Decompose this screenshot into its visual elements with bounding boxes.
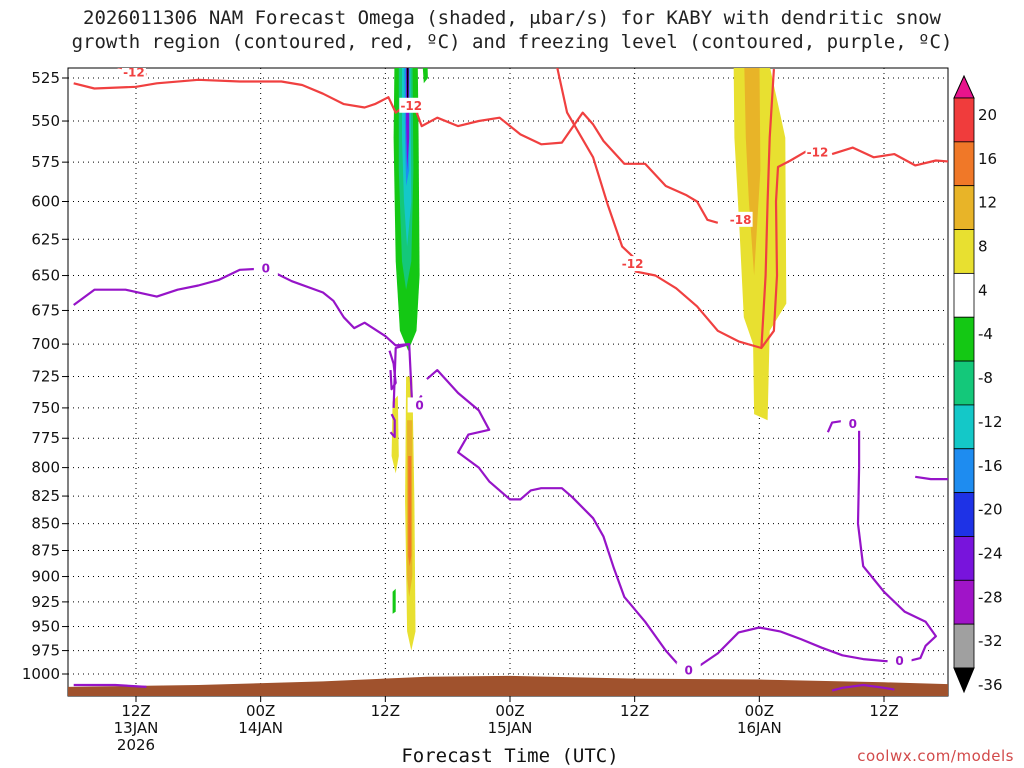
y-tick-label: 575 (31, 153, 60, 171)
contour-dgz-12 (73, 78, 719, 224)
x-tick-label: 12Z (620, 702, 649, 720)
colorbar-label: -36 (978, 676, 1003, 694)
plot-area (67, 67, 949, 697)
colorbar-label: 8 (978, 238, 988, 256)
title-line1: 2026011306 NAM Forecast Omega (shaded, μ… (83, 7, 941, 29)
x-tick-label: 12Z (869, 702, 898, 720)
y-tick-label: 525 (31, 69, 60, 87)
omega-region (392, 588, 396, 614)
colorbar-label: -4 (978, 325, 993, 343)
colorbar-label: 12 (978, 194, 997, 212)
colorbar-swatch (953, 141, 975, 187)
x-tick-label: 12Z (121, 702, 150, 720)
x-tick-label: 15JAN (488, 719, 533, 737)
contour-freezing-0 (388, 350, 397, 391)
x-tick-label: 12Z (371, 702, 400, 720)
colorbar-label: -16 (978, 457, 1003, 475)
omega-region (408, 456, 412, 567)
x-tick-label: 16JAN (737, 719, 782, 737)
omega-region (422, 68, 428, 84)
colorbar-swatch (953, 97, 975, 143)
y-tick-label: 950 (31, 618, 60, 636)
colorbar-swatch (953, 316, 975, 362)
contour-label: -12 (807, 145, 829, 159)
terrain-surface (68, 675, 948, 696)
colorbar-min-arrow (953, 667, 975, 694)
contour-freezing-0 (915, 475, 948, 481)
colorbar-swatch (953, 536, 975, 581)
colorbar-swatch (953, 272, 975, 318)
contour-dgz-12 (831, 146, 948, 167)
colorbar-swatch (953, 360, 975, 406)
x-tick-label: 00Z (246, 702, 275, 720)
y-tick-label: 875 (31, 541, 60, 559)
title-line2: growth region (contoured, red, ºC) and f… (71, 31, 953, 53)
colorbar-label: 4 (978, 281, 988, 299)
y-tick-label: 675 (31, 301, 60, 319)
contour-label: -12 (622, 257, 644, 271)
y-tick-label: 1000 (22, 665, 60, 683)
contour-dgz-18 (760, 69, 775, 349)
colorbar-label: -8 (978, 369, 993, 387)
plot-layer: -12 -12 -12 -12 -18 0 0 0 0 0 (68, 66, 948, 696)
x-tick-label: 14JAN (238, 719, 283, 737)
y-tick-label: 650 (31, 267, 60, 285)
omega-region (406, 68, 410, 171)
x-axis-title: Forecast Time (UTC) (401, 745, 619, 767)
y-tick-label: 925 (31, 593, 60, 611)
contour-label: 0 (895, 654, 903, 668)
colorbar-label: -20 (978, 501, 1003, 519)
y-tick-label: 900 (31, 568, 60, 586)
x-tick-label: 00Z (745, 702, 774, 720)
omega-region (744, 68, 761, 276)
colorbar-label: -28 (978, 588, 1003, 606)
x-tick-label: 13JAN (114, 719, 159, 737)
y-tick-label: 625 (31, 230, 60, 248)
y-tick-label: 800 (31, 459, 60, 477)
y-tick-label: 775 (31, 429, 60, 447)
contour-label: 0 (415, 398, 423, 412)
contour-label: 0 (262, 261, 270, 275)
colorbar-label: 16 (978, 150, 997, 168)
credit-link[interactable]: coolwx.com/models (857, 747, 1014, 765)
y-tick-label: 825 (31, 487, 60, 505)
x-tick-label: 2026 (117, 736, 155, 754)
chart-title: 2026011306 NAM Forecast Omega (shaded, μ… (0, 6, 1024, 54)
y-tick-label: 700 (31, 335, 60, 353)
y-tick-label: 850 (31, 515, 60, 533)
contour-freezing-0 (73, 683, 147, 688)
y-tick-label: 975 (31, 642, 60, 660)
colorbar-swatch (953, 492, 975, 537)
colorbar-label: -12 (978, 413, 1003, 431)
colorbar-swatch (953, 448, 975, 494)
colorbar-swatch (953, 404, 975, 450)
contour-label: 0 (849, 417, 857, 431)
contour-label: -12 (123, 66, 145, 80)
y-tick-label: 725 (31, 368, 60, 386)
y-tick-label: 600 (31, 193, 60, 211)
contour-label: -12 (400, 99, 422, 113)
colorbar-swatch (953, 229, 975, 274)
colorbar-label: -32 (978, 632, 1003, 650)
x-tick-label: 00Z (495, 702, 524, 720)
colorbar-label: 20 (978, 106, 997, 124)
colorbar-swatch (953, 579, 975, 625)
colorbar-max-arrow (953, 74, 975, 99)
contour-dgz-12 (556, 68, 636, 260)
contour-freezing-0 (831, 683, 895, 692)
colorbar-swatch (953, 185, 975, 230)
contour-label: 0 (685, 663, 693, 677)
contour-label: -18 (730, 213, 752, 227)
y-tick-label: 550 (31, 112, 60, 130)
contour-freezing-0 (389, 413, 396, 439)
contour-freezing-0 (73, 267, 411, 408)
y-tick-label: 750 (31, 399, 60, 417)
colorbar-swatch (953, 623, 975, 669)
colorbar-label: -24 (978, 544, 1003, 562)
